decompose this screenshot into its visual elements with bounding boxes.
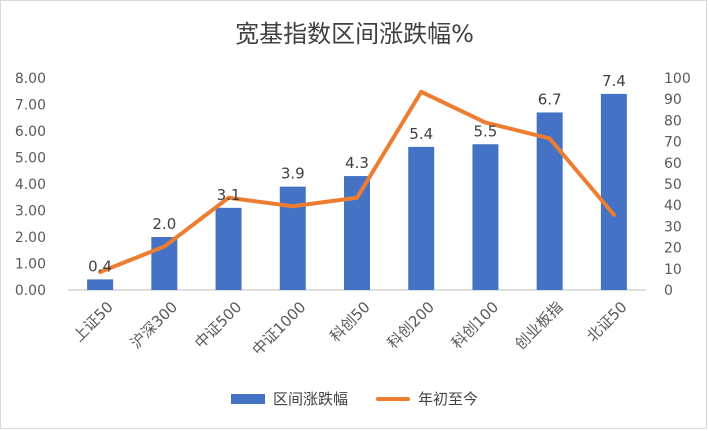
y-left-tick-label: 7.00 — [15, 98, 46, 114]
bar-data-label: 7.4 — [602, 72, 626, 90]
x-tick-label: 上证50 — [69, 298, 116, 345]
x-tick-label: 中证1000 — [249, 298, 310, 359]
x-tick-label: 创业板指 — [511, 298, 566, 353]
y-right-tick-label: 10 — [664, 262, 682, 278]
x-tick-label: 北证50 — [583, 298, 630, 345]
legend-swatch-bar — [230, 393, 265, 404]
y-right-tick-label: 100 — [664, 71, 691, 87]
bar — [536, 112, 563, 290]
bar-data-label: 5.5 — [474, 122, 498, 140]
x-tick-label: 科创100 — [448, 298, 502, 352]
bar-data-label: 0.4 — [88, 257, 112, 275]
x-tick-label: 中证500 — [191, 298, 245, 352]
bar-data-label: 6.7 — [538, 90, 562, 108]
y-right-tick-label: 80 — [664, 113, 682, 129]
legend-item-line: 年初至今 — [376, 388, 478, 409]
y-left-tick-label: 2.00 — [15, 230, 46, 246]
bar-data-label: 3.1 — [217, 186, 241, 204]
x-tick-label: 科创200 — [384, 298, 438, 352]
chart-legend: 区间涨跌幅 年初至今 — [0, 388, 709, 409]
bar — [344, 176, 370, 290]
bar — [215, 207, 242, 290]
y-left-tick-label: 3.00 — [15, 204, 46, 220]
bar-data-label: 2.0 — [152, 215, 176, 233]
y-right-tick-label: 40 — [664, 198, 682, 214]
chart-title: 宽基指数区间涨跌幅% — [235, 20, 474, 48]
y-left-tick-label: 8.00 — [15, 71, 46, 87]
y-left-tick-label: 5.00 — [15, 151, 46, 167]
x-tick-label: 沪深300 — [127, 298, 181, 352]
y-right-tick-label: 0 — [664, 283, 673, 299]
bar — [279, 186, 306, 290]
y-right-tick-label: 20 — [664, 241, 682, 257]
y-right-tick-label: 60 — [664, 156, 682, 172]
legend-label-line: 年初至今 — [418, 390, 479, 408]
y-left-tick-label: 1.00 — [15, 257, 46, 273]
y-right-tick-label: 70 — [664, 135, 682, 151]
y-right-tick-label: 30 — [664, 219, 682, 235]
bar — [600, 93, 627, 291]
y-right-tick-label: 50 — [664, 177, 682, 193]
bar-data-label: 4.3 — [345, 154, 369, 172]
legend-label-bar: 区间涨跌幅 — [272, 390, 348, 408]
bar — [87, 279, 114, 290]
y-left-tick-label: 4.00 — [15, 177, 46, 193]
bar — [472, 144, 499, 290]
bar-data-label: 5.4 — [409, 125, 433, 143]
y-left-tick-label: 6.00 — [15, 124, 46, 140]
y-left-tick-label: 0.00 — [15, 283, 46, 299]
y-right-tick-label: 90 — [664, 92, 682, 108]
legend-swatch-line — [376, 396, 410, 401]
bar — [408, 146, 435, 290]
legend-item-bar: 区间涨跌幅 — [230, 388, 348, 409]
x-tick-label: 科创50 — [326, 298, 373, 345]
bar-data-label: 3.9 — [281, 165, 305, 183]
